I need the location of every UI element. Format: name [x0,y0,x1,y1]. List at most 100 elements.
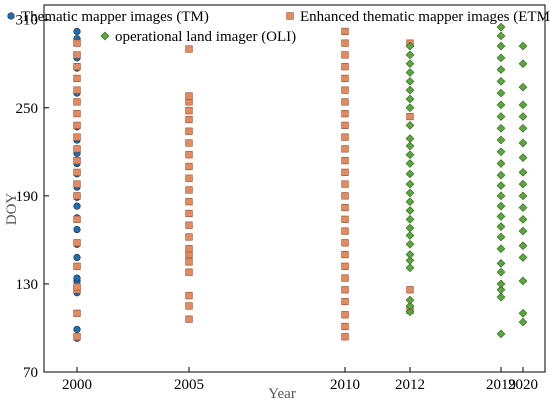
diamond-data-point [496,100,506,110]
plot-area [43,4,546,373]
square-data-point [73,39,81,47]
data-points [73,22,528,342]
diamond-data-point [496,181,506,190]
square-data-point [185,92,193,100]
diamond-data-point [518,308,528,318]
diamond-data-point [496,279,506,289]
diamond-data-point [518,241,528,251]
diamond-data-point [405,50,415,60]
diamond-data-point [496,135,506,145]
square-data-point [185,127,193,135]
diamond-data-point [496,170,506,180]
square-data-point [73,283,81,291]
square-data-point [185,162,193,171]
diamond-data-point [405,215,415,224]
diamond-data-point [405,94,415,104]
square-data-point [73,262,81,270]
diamond-data-point [496,123,506,133]
legend-item: operational land imager (OLI) [100,29,296,45]
y-tick-label: 70 [23,365,38,381]
diamond-data-point [405,134,415,143]
x-tick-label: 2000 [62,377,92,393]
square-data-point [73,192,81,200]
diamond-data-point [405,85,415,95]
square-data-point [185,174,193,182]
diamond-data-point [496,191,506,201]
diamond-data-point [518,59,528,69]
square-data-point [73,98,81,106]
diamond-data-point [496,259,506,268]
diamond-data-point [496,41,506,51]
diamond-data-point [518,317,528,327]
square-data-point [73,145,81,153]
square-data-point [341,63,349,71]
square-data-point [341,157,349,165]
square-data-point [185,209,193,218]
square-data-point [185,45,193,53]
series-2 [73,27,414,341]
diamond-data-point [405,197,415,207]
square-data-point [341,110,349,118]
diamond-data-point [405,256,415,265]
square-data-point [341,121,349,129]
square-data-point [341,27,349,36]
square-data-point [341,297,349,306]
diamond-data-point [518,215,528,224]
diamond-data-point [496,65,506,74]
diamond-data-point [518,203,528,212]
square-data-point [341,168,349,176]
diamond-data-point [405,68,415,77]
diamond-data-point [405,150,415,160]
square-data-point [73,74,81,82]
square-data-point [341,51,349,59]
diamond-data-point [405,188,415,198]
x-tick-label: 2005 [174,377,204,393]
diamond-data-point [518,168,528,177]
square-data-point [73,110,81,118]
diamond-data-point [496,329,506,339]
diamond-data-point [518,153,528,162]
diamond-data-point [518,276,528,286]
diamond-data-point [405,41,415,51]
diamond-data-point [496,267,506,277]
square-data-point [341,262,349,270]
legend-diamond-marker [100,31,110,41]
diamond-data-point [405,179,415,189]
square-data-point [185,186,193,194]
square-data-point [185,245,193,253]
square-data-point [341,145,349,153]
square-data-point [185,268,193,276]
legend-item: Thematic mapper images (TM) [7,9,209,25]
square-data-point [341,180,349,188]
diamond-data-point [405,223,415,233]
square-data-point [73,215,81,223]
diamond-data-point [496,222,506,231]
diamond-data-point [405,263,415,273]
diamond-data-point [496,292,506,302]
square-data-point [185,292,193,300]
diamond-data-point [405,103,415,113]
diamond-data-point [518,82,528,92]
diamond-data-point [518,100,528,110]
square-data-point [341,286,349,294]
diamond-data-point [496,159,506,168]
diamond-data-point [405,169,415,179]
y-tick-label: 310 [16,13,39,29]
x-tick-label: 2012 [395,377,425,393]
diamond-data-point [496,88,506,98]
square-data-point [185,139,193,147]
series-3 [405,22,528,339]
legend-label: Thematic mapper images (TM) [21,9,209,25]
diamond-data-point [518,179,528,189]
diamond-data-point [518,253,528,262]
square-data-point [73,86,81,94]
square-data-point [185,115,193,124]
square-data-point [185,198,193,206]
square-data-point [73,133,81,141]
y-tick-label: 250 [16,101,39,117]
diamond-data-point [496,22,506,32]
square-data-point [73,121,81,129]
circle-data-point [73,253,81,262]
diamond-data-point [405,231,415,240]
